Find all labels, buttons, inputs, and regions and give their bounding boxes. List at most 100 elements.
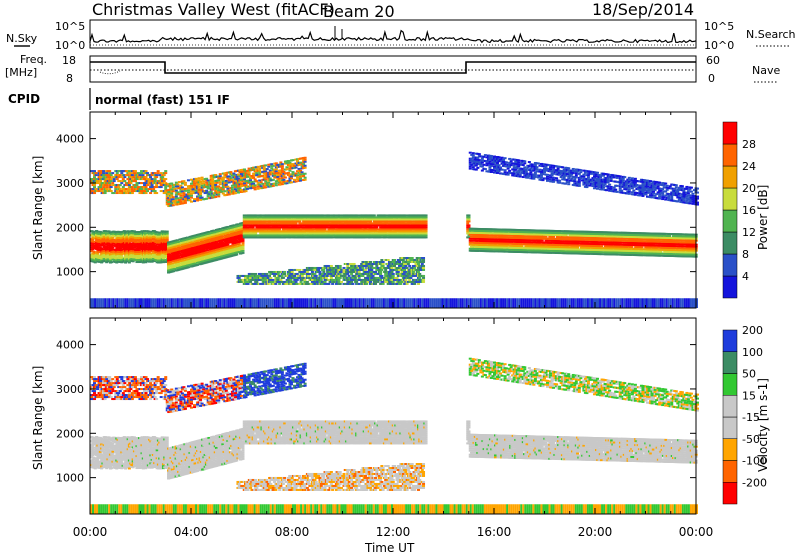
power-cell xyxy=(173,267,177,270)
power-cell xyxy=(172,264,176,267)
power-cell xyxy=(298,220,302,223)
power-cell xyxy=(93,259,97,262)
power-cell xyxy=(207,230,211,233)
power-cell xyxy=(96,230,100,233)
power-cell xyxy=(189,245,193,248)
power-cell xyxy=(124,231,128,234)
power-cell xyxy=(207,240,211,243)
nsky-trace xyxy=(89,26,697,46)
power-cell xyxy=(90,250,93,253)
power-cell xyxy=(143,230,147,233)
power-cell xyxy=(169,260,173,263)
power-cell xyxy=(564,234,568,237)
power-cell xyxy=(100,259,104,262)
power-cell xyxy=(177,254,181,257)
power-cell xyxy=(424,236,428,239)
power-cell xyxy=(160,252,164,255)
power-cell xyxy=(140,230,144,233)
power-cell xyxy=(165,238,169,241)
power-cell xyxy=(165,230,169,233)
power-cell xyxy=(136,239,140,242)
power-cell xyxy=(467,216,471,219)
power-cell xyxy=(424,232,428,235)
power-cell xyxy=(155,243,159,246)
power-cell xyxy=(91,238,95,241)
power-cell xyxy=(172,270,176,273)
power-cell xyxy=(209,254,213,257)
nsky-label: N.Sky xyxy=(6,32,38,45)
power-cell xyxy=(254,232,258,235)
power-cell xyxy=(111,248,115,251)
power-cell xyxy=(203,233,207,236)
power-cell xyxy=(185,242,189,245)
power-cell xyxy=(132,256,136,259)
power-cell xyxy=(520,245,524,248)
freq-tick-top: 18 xyxy=(62,54,76,67)
nave-label: Nave xyxy=(752,64,780,77)
power-cell xyxy=(466,222,470,225)
power-cell xyxy=(108,235,112,238)
power-cell xyxy=(424,214,428,217)
power-cell xyxy=(424,222,428,225)
freq-trace xyxy=(90,61,696,74)
power-cell xyxy=(177,260,181,263)
freq-label: Freq. xyxy=(20,53,47,66)
power-cell xyxy=(107,252,111,255)
power-cell xyxy=(153,252,157,255)
power-cell xyxy=(168,253,172,256)
nsky-tick-bottom: 10^0 xyxy=(55,39,85,52)
power-cell xyxy=(101,242,105,245)
power-cell xyxy=(92,242,96,245)
power-cell xyxy=(112,258,116,261)
power-cell xyxy=(241,249,245,252)
power-cell xyxy=(137,255,141,258)
power-cell xyxy=(100,237,104,240)
power-cell xyxy=(144,261,148,264)
power-cell xyxy=(235,253,239,256)
power-cell xyxy=(111,238,115,241)
power-cell xyxy=(111,244,115,247)
station-title: Christmas Valley West (fitACF) xyxy=(92,0,335,19)
power-cell xyxy=(174,247,178,250)
power-cell xyxy=(165,236,169,239)
power-cell xyxy=(177,240,181,243)
nsky-noise-line xyxy=(89,29,697,44)
power-cell xyxy=(241,241,245,244)
power-cell xyxy=(150,240,154,243)
power-cell xyxy=(241,247,245,250)
cpid-label: CPID xyxy=(8,92,40,106)
nave-dip xyxy=(99,70,121,75)
power-cell xyxy=(131,260,135,263)
power-cell xyxy=(139,236,143,239)
power-cell xyxy=(540,239,544,242)
power-cell xyxy=(141,261,145,264)
power-cell xyxy=(424,218,428,221)
power-cell xyxy=(120,255,124,258)
power-cell xyxy=(98,244,102,247)
power-cell xyxy=(467,218,471,221)
power-cell xyxy=(203,249,207,252)
date-label: 18/Sep/2014 xyxy=(592,0,694,19)
power-cell xyxy=(213,253,217,256)
power-cell xyxy=(145,242,149,245)
nsky-tick-top: 10^5 xyxy=(55,20,85,33)
power-cell xyxy=(174,265,178,268)
power-cell xyxy=(113,254,117,257)
power-cell xyxy=(161,259,165,262)
power-cell xyxy=(165,234,169,237)
power-cell xyxy=(197,241,201,244)
power-cell xyxy=(149,254,153,257)
power-cell xyxy=(129,242,133,245)
power-cell xyxy=(164,255,168,258)
freq-unit: [MHz] xyxy=(5,66,37,79)
power-cell xyxy=(424,216,428,219)
power-cell xyxy=(369,220,373,223)
power-cell xyxy=(630,245,634,248)
power-cell xyxy=(177,242,181,245)
power-cell xyxy=(213,251,217,254)
power-cell xyxy=(187,266,191,269)
power-cell xyxy=(212,229,216,232)
power-cell xyxy=(175,239,179,242)
power-cell xyxy=(424,228,428,231)
power-cell xyxy=(202,258,206,261)
